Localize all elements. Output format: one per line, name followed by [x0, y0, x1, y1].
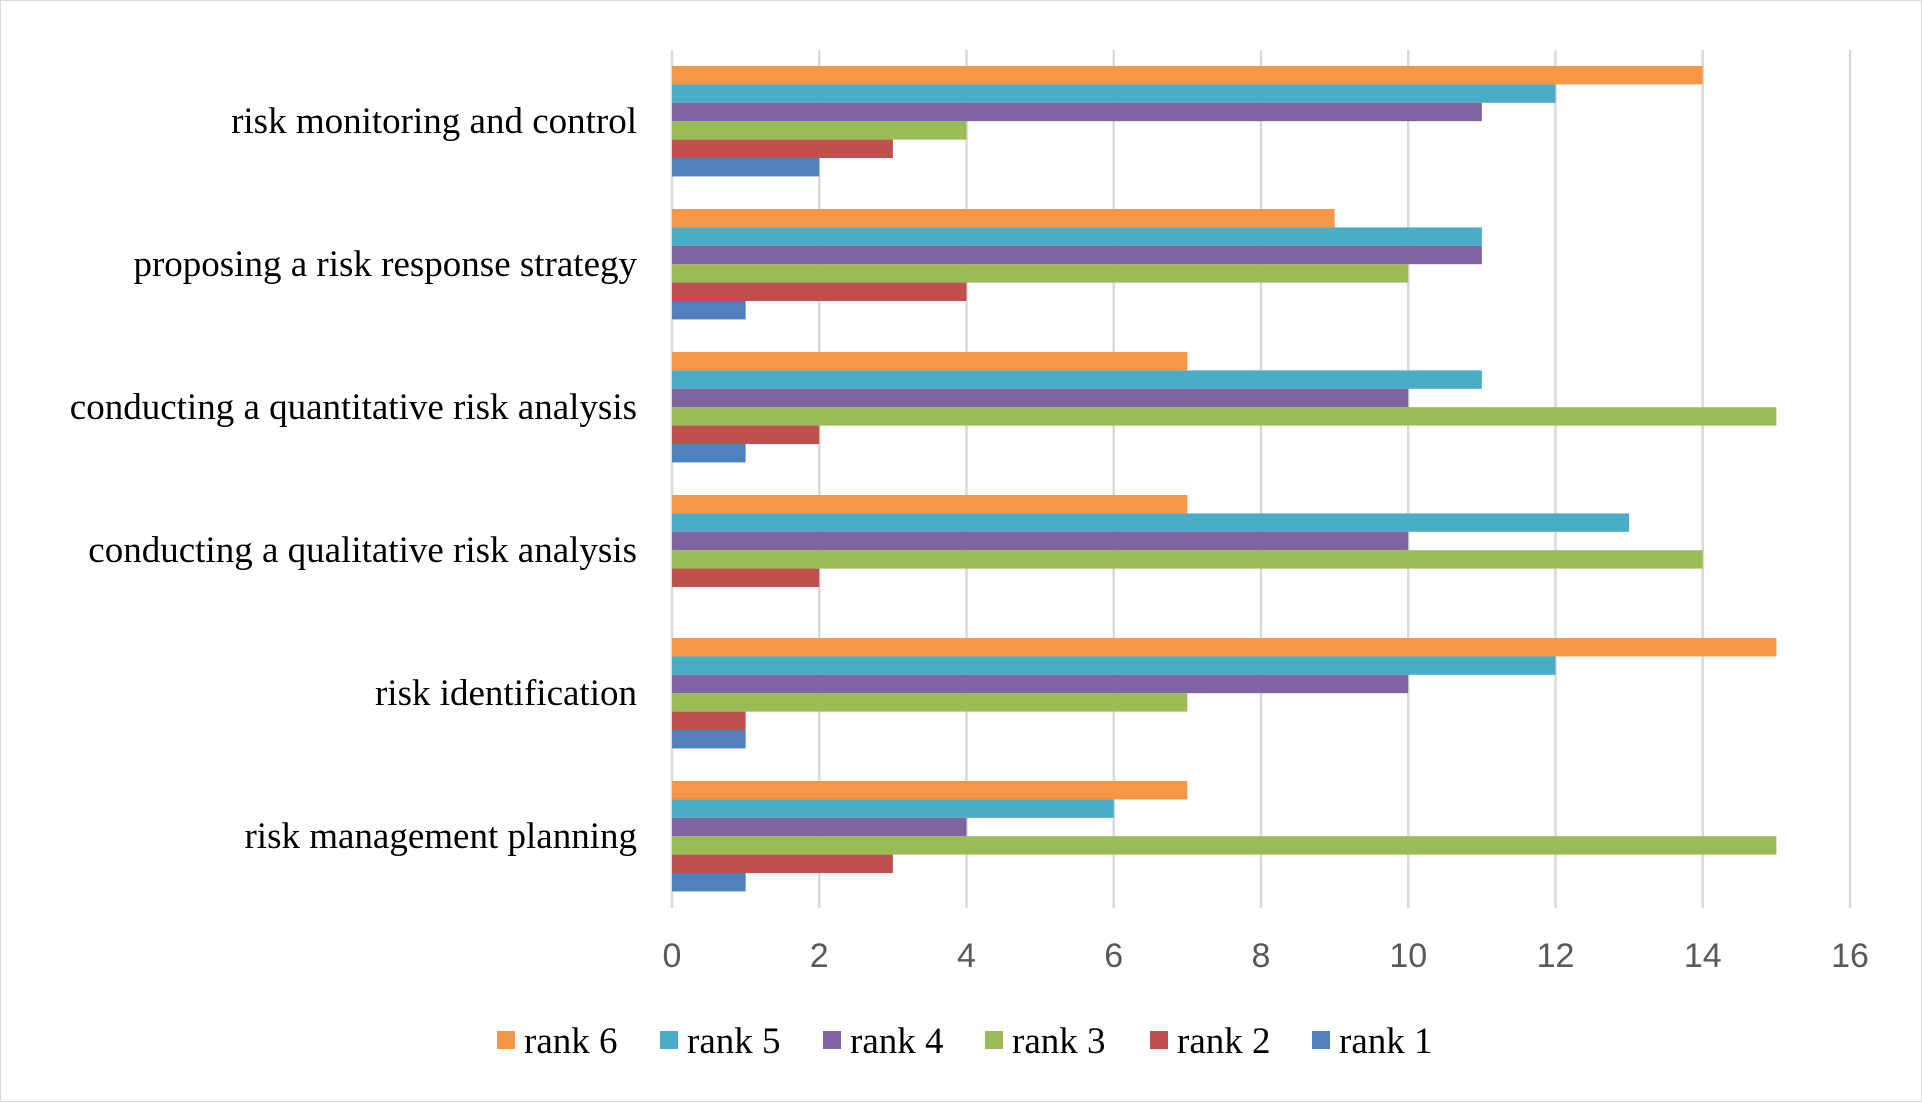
bar-rank-5-0: [672, 84, 1556, 103]
category-label: risk identification: [375, 673, 637, 714]
bar-rank-2-1: [672, 282, 967, 301]
bar-rank-3-5: [672, 836, 1777, 855]
bar-rank-4-4: [672, 674, 1409, 694]
legend-label: rank 5: [687, 1021, 781, 1062]
bar-rank-4-2: [672, 388, 1409, 408]
bar-rank-4-5: [672, 817, 967, 837]
category-label: risk management planning: [244, 816, 637, 857]
bar-rank-1-4: [672, 730, 746, 749]
legend-item-rank-5[interactable]: rank 5: [660, 1021, 781, 1062]
bar-rank-2-3: [672, 568, 820, 587]
legend-swatch: [660, 1031, 678, 1049]
bar-rank-1-5: [672, 873, 746, 892]
bar-rank-2-0: [672, 139, 893, 158]
legend-item-rank-4[interactable]: rank 4: [823, 1021, 944, 1062]
legend-label: rank 2: [1177, 1021, 1271, 1062]
x-tick-label: 2: [810, 937, 829, 975]
legend-swatch: [497, 1031, 515, 1049]
category-label: conducting a qualitative risk analysis: [88, 530, 637, 571]
category-label: risk monitoring and control: [231, 101, 637, 142]
category-label: proposing a risk response strategy: [133, 244, 637, 285]
bar-rank-5-3: [672, 513, 1630, 532]
bar-rank-1-0: [672, 158, 820, 177]
bar-rank-4-3: [672, 531, 1409, 551]
legend-swatch: [823, 1031, 841, 1049]
bar-rank-3-2: [672, 407, 1777, 426]
bar-rank-5-5: [672, 799, 1114, 818]
x-tick-label: 6: [1104, 937, 1123, 975]
x-tick-label: 14: [1684, 937, 1722, 975]
bar-rank-3-0: [672, 121, 967, 140]
x-tick-label: 10: [1389, 937, 1427, 975]
bars: [672, 66, 1777, 892]
legend-swatch: [1150, 1031, 1168, 1049]
legend-swatch: [1312, 1031, 1330, 1049]
bar-rank-6-3: [672, 495, 1188, 514]
bar-rank-4-1: [672, 245, 1482, 265]
category-labels: risk monitoring and control proposing a r…: [70, 101, 638, 857]
bar-rank-5-4: [672, 656, 1556, 675]
bar-rank-2-4: [672, 711, 746, 730]
legend-label: rank 1: [1339, 1021, 1433, 1062]
legend-label: rank 3: [1012, 1021, 1106, 1062]
legend[interactable]: rank 6 rank 5 rank 4 rank 3 rank 2 rank 1: [497, 1021, 1433, 1062]
legend-swatch: [985, 1031, 1003, 1049]
bar-rank-6-4: [672, 638, 1777, 657]
legend-item-rank-6[interactable]: rank 6: [497, 1021, 618, 1062]
bar-rank-5-2: [672, 370, 1482, 389]
bar-rank-4-0: [672, 102, 1482, 122]
category-label: conducting a quantitative risk analysis: [70, 387, 637, 428]
bar-rank-6-0: [672, 66, 1703, 85]
bar-rank-5-1: [672, 227, 1482, 246]
x-tick-label: 4: [957, 937, 976, 975]
legend-label: rank 4: [850, 1021, 944, 1062]
x-axis-ticks: 0 2 4 6 8 10 12 14 16: [663, 937, 1869, 975]
x-tick-label: 0: [663, 937, 682, 975]
legend-item-rank-2[interactable]: rank 2: [1150, 1021, 1271, 1062]
x-tick-label: 16: [1831, 937, 1869, 975]
legend-item-rank-1[interactable]: rank 1: [1312, 1021, 1433, 1062]
x-tick-label: 8: [1252, 937, 1271, 975]
gridlines: [670, 50, 1852, 908]
bar-rank-3-4: [672, 693, 1188, 712]
bar-rank-1-1: [672, 301, 746, 320]
bar-rank-6-5: [672, 781, 1188, 800]
bar-rank-3-3: [672, 550, 1703, 569]
bar-rank-1-2: [672, 444, 746, 463]
legend-item-rank-3[interactable]: rank 3: [985, 1021, 1106, 1062]
x-tick-label: 12: [1537, 937, 1575, 975]
bar-rank-6-1: [672, 209, 1335, 228]
legend-label: rank 6: [524, 1021, 618, 1062]
bar-rank-2-2: [672, 425, 820, 444]
bar-rank-3-1: [672, 264, 1409, 283]
bar-rank-2-5: [672, 854, 893, 873]
bar-rank-6-2: [672, 352, 1188, 371]
